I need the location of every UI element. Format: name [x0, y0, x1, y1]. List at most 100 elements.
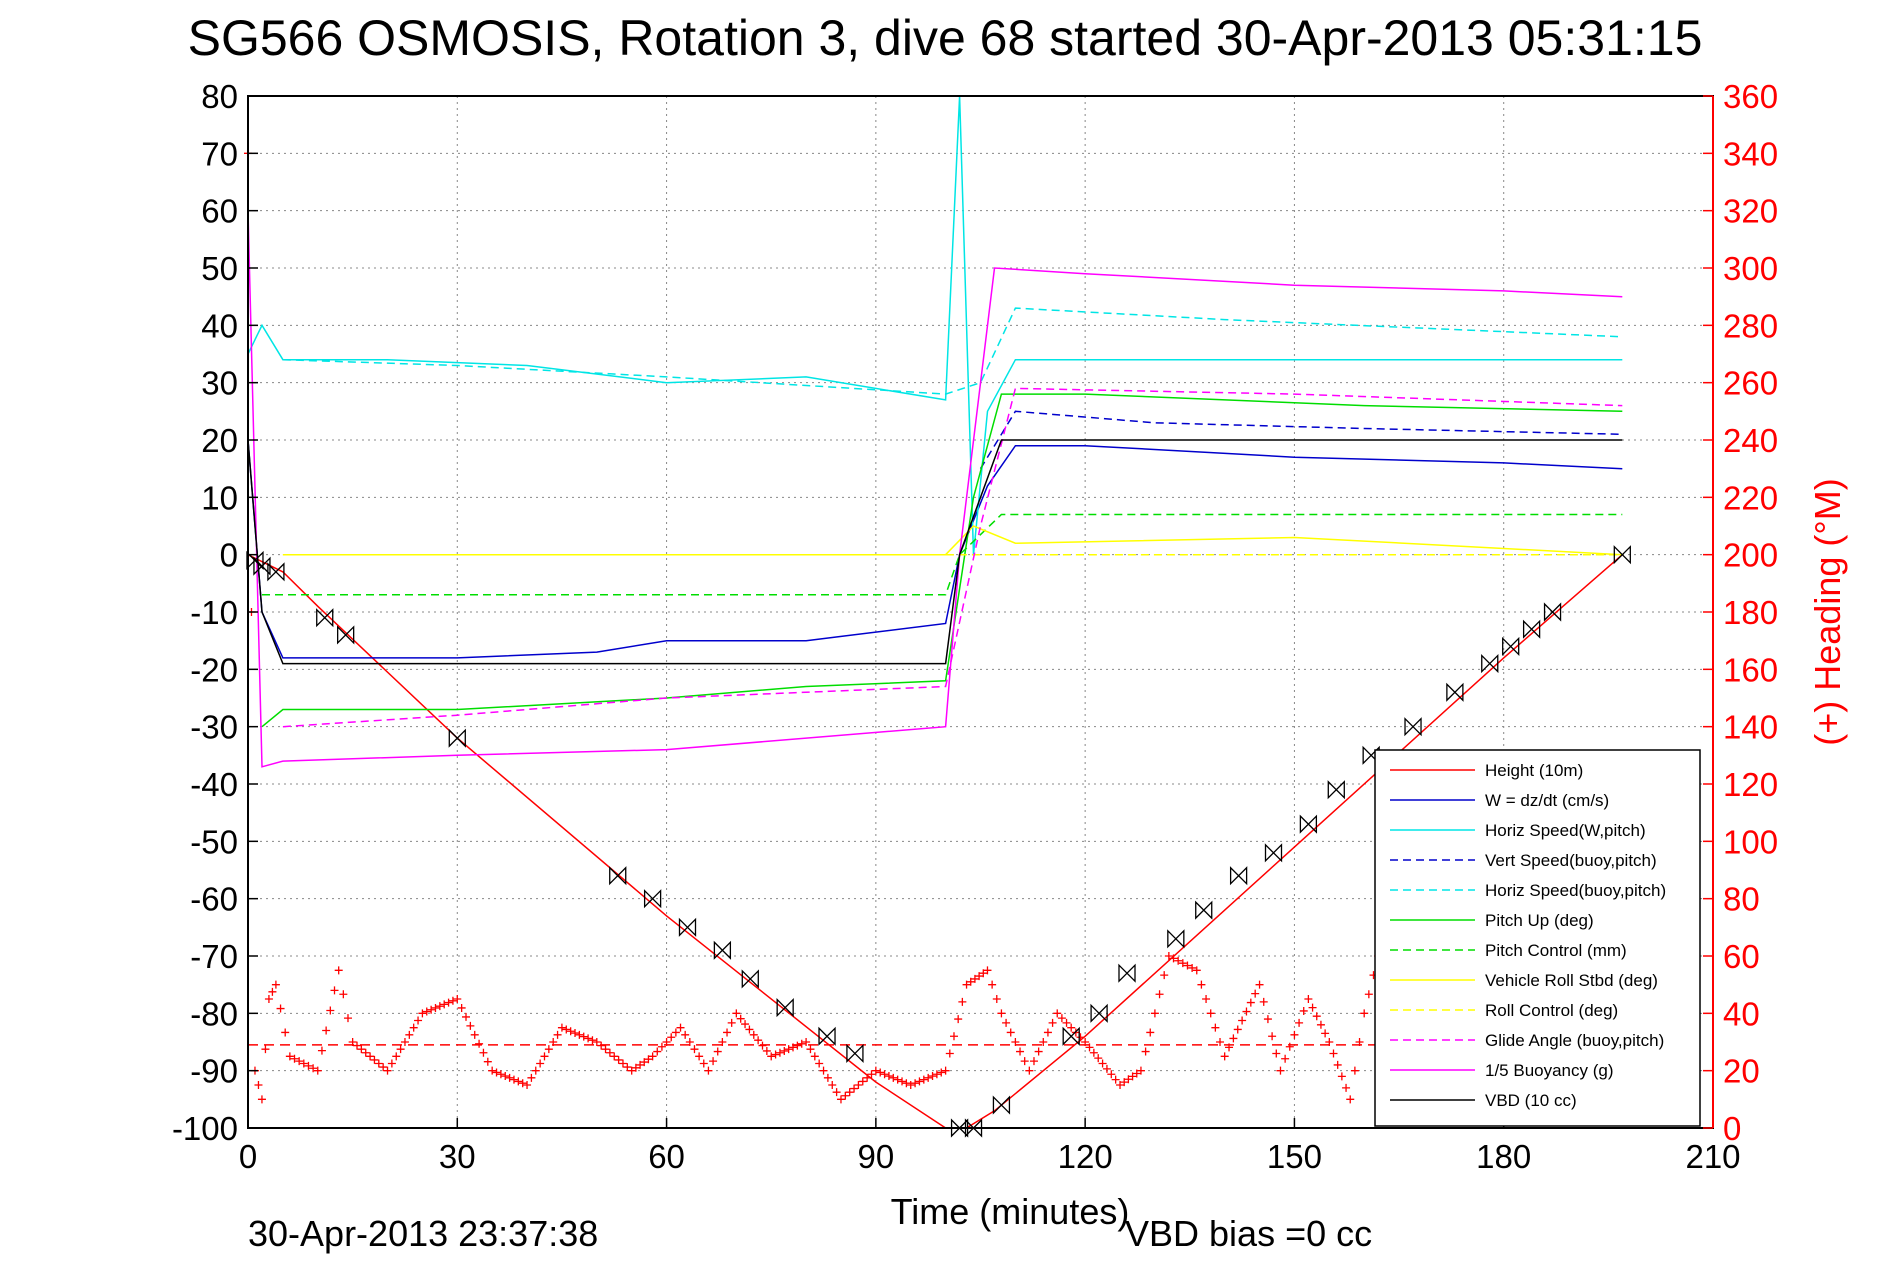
- right-axis-label: (+) Heading (°M): [1807, 478, 1848, 745]
- heading-point: [334, 966, 343, 975]
- heading-point: [932, 1070, 941, 1079]
- heading-point: [1039, 1038, 1048, 1046]
- series-line: [261, 393, 1623, 728]
- legend-box: [1374, 749, 1701, 1127]
- right-tick-label: 300: [1723, 250, 1778, 287]
- height-marker: [316, 608, 334, 628]
- heading-point: [1029, 1057, 1038, 1066]
- height-marker: [1195, 900, 1213, 920]
- height-marker: [846, 1043, 864, 1064]
- heading-point: [1321, 1029, 1330, 1038]
- heading-point: [690, 1045, 699, 1054]
- heading-point: [357, 1045, 366, 1054]
- series-line: [247, 439, 1623, 665]
- right-tick-label: 320: [1723, 193, 1778, 230]
- y-tick-label: 40: [201, 307, 238, 344]
- heading-point: [1048, 1018, 1057, 1027]
- heading-point: [440, 1000, 449, 1009]
- heading-point: [1006, 1028, 1015, 1037]
- y-tick-label: 20: [201, 422, 238, 459]
- heading-point: [488, 1066, 497, 1075]
- heading-point: [767, 1052, 776, 1061]
- heading-point: [653, 1047, 662, 1056]
- x-tick-label: 90: [857, 1138, 894, 1175]
- heading-point: [309, 1064, 318, 1073]
- height-marker: [1229, 866, 1248, 886]
- right-tick-label: 140: [1723, 709, 1778, 746]
- height-marker: [1167, 929, 1185, 949]
- heading-point: [928, 1072, 937, 1081]
- height-marker: [643, 889, 662, 909]
- heading-point: [762, 1046, 771, 1055]
- x-tick-label: 210: [1685, 1138, 1740, 1175]
- heading-point: [893, 1075, 902, 1084]
- tick-layer: 0 30 60 90 120 150 180 21080706050403020100-10-…: [172, 78, 1778, 1175]
- heading-point: [667, 1033, 676, 1042]
- heading-point: [884, 1072, 893, 1081]
- heading-point: [983, 966, 992, 975]
- series-line: [282, 307, 1623, 395]
- heading-point: [264, 995, 273, 1003]
- heading-point: [1216, 1038, 1225, 1046]
- legend-label: Height (10m): [1485, 761, 1583, 780]
- height-marker: [950, 1118, 969, 1138]
- heading-point: [685, 1038, 694, 1046]
- heading-point: [483, 1057, 492, 1066]
- heading-point: [370, 1055, 379, 1064]
- y-tick-label: 10: [201, 479, 238, 516]
- heading-point: [1225, 1043, 1234, 1052]
- y-tick-label: -20: [190, 651, 238, 688]
- heading-point: [1183, 961, 1192, 970]
- heading-point: [271, 980, 280, 989]
- heading-point: [531, 1066, 540, 1075]
- heading-point: [979, 969, 988, 978]
- height-marker: [1299, 814, 1318, 834]
- heading-point: [405, 1030, 414, 1039]
- y-tick-label: -90: [190, 1053, 238, 1090]
- heading-point: [623, 1063, 632, 1072]
- heading-point: [631, 1063, 640, 1072]
- heading-point: [1034, 1047, 1043, 1056]
- heading-point: [699, 1059, 708, 1068]
- heading-point: [540, 1052, 549, 1061]
- heading-point: [614, 1055, 623, 1064]
- heading-point: [997, 1009, 1006, 1018]
- heading-point: [819, 1066, 828, 1075]
- x-axis-label: Time (minutes): [891, 1191, 1130, 1232]
- heading-point: [741, 1020, 750, 1029]
- legend-label: 1/5 Buoyancy (g): [1485, 1061, 1614, 1080]
- series-line: [979, 410, 1623, 470]
- heading-point: [1285, 1042, 1294, 1051]
- heading-point: [588, 1036, 597, 1045]
- heading-point: [919, 1075, 928, 1084]
- heading-point: [732, 1009, 741, 1018]
- height-marker: [776, 998, 794, 1018]
- heading-point: [850, 1084, 859, 1093]
- heading-point: [470, 1030, 479, 1039]
- heading-point: [1350, 1066, 1359, 1075]
- y-tick-label: -100: [172, 1110, 238, 1147]
- heading-point: [281, 1028, 290, 1037]
- legend-label: Roll Control (deg): [1485, 1001, 1618, 1020]
- heading-point: [571, 1029, 580, 1038]
- right-tick-label: 200: [1723, 537, 1778, 574]
- heading-point: [1325, 1038, 1334, 1046]
- heading-point: [1308, 1003, 1317, 1012]
- heading-point: [1094, 1054, 1103, 1063]
- height-marker: [1404, 717, 1422, 737]
- heading-point: [836, 1095, 845, 1104]
- right-tick-label: 160: [1723, 651, 1778, 688]
- heading-point: [462, 1012, 471, 1021]
- heading-point: [257, 1095, 266, 1104]
- heading-point: [422, 1007, 431, 1016]
- legend-label: Pitch Control (mm): [1485, 941, 1627, 960]
- footer-timestamp: 30-Apr-2013 23:37:38: [248, 1213, 598, 1254]
- heading-point: [1076, 1033, 1085, 1042]
- heading-point: [1295, 1018, 1304, 1027]
- x-tick-label: 60: [648, 1138, 685, 1175]
- heading-point: [414, 1016, 423, 1025]
- heading-point: [1067, 1023, 1076, 1032]
- right-tick-label: 180: [1723, 594, 1778, 631]
- height-marker: [1481, 654, 1499, 674]
